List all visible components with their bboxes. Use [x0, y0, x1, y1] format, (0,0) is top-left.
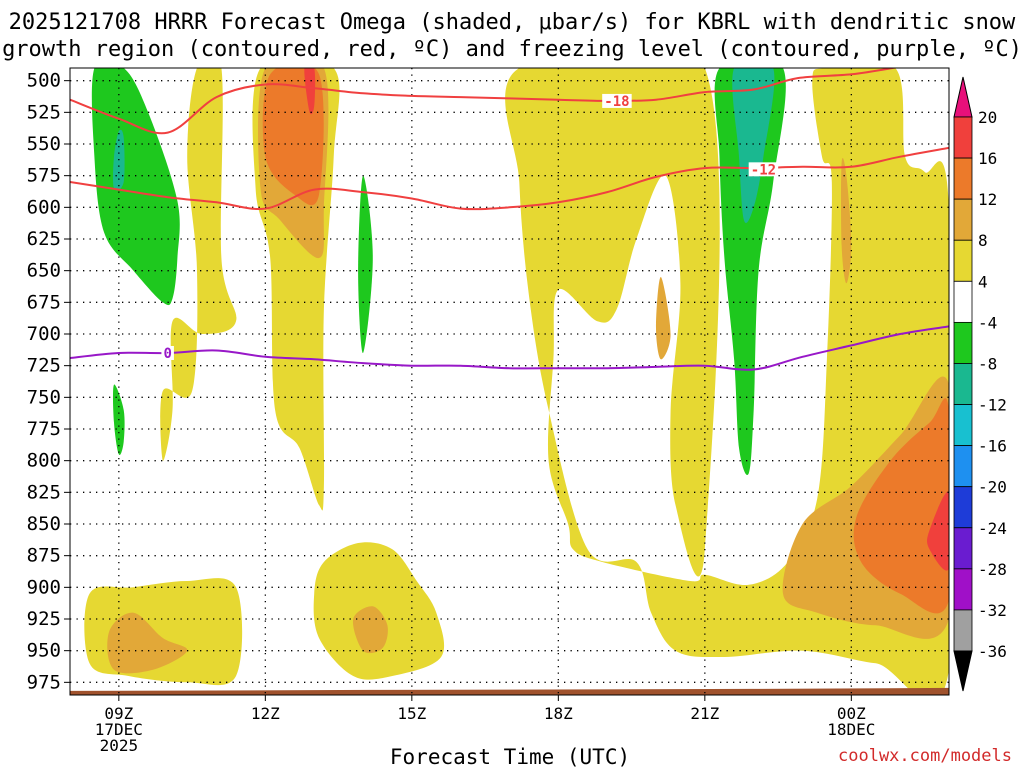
colorbar-tick--32: -32	[978, 601, 1007, 620]
colorbar-bin-8-12	[953, 198, 973, 241]
colorbar-bin--32--28	[953, 568, 973, 611]
y-tick-label-825: 825	[27, 481, 61, 503]
colorbar-tick--20: -20	[978, 478, 1007, 497]
colorbar-bin--28--24	[953, 527, 973, 570]
omega-region-pos8-7	[107, 612, 188, 674]
y-axis-ticks: 500 525 550 575 600 625 650 675 700 725 750 775 800 8…	[27, 70, 70, 693]
colorbar-bin-4-8	[953, 239, 973, 282]
y-tick-label-600: 600	[27, 196, 61, 218]
colorbar-tick-8: 8	[978, 231, 988, 250]
y-tick-label-575: 575	[27, 165, 61, 187]
contour-line-0	[70, 325, 949, 371]
omega-shading-layer	[84, 68, 949, 695]
contour-label-bg--18	[602, 93, 632, 108]
contour-line--12	[70, 146, 949, 211]
colorbar-bin--16--12	[953, 404, 973, 447]
colorbar-bin-12-16	[953, 157, 973, 200]
x-tick-label-09Z-2: 2025	[100, 736, 139, 755]
colorbar-tick--16: -16	[978, 437, 1007, 456]
colorbar-bin-16-20	[953, 116, 973, 159]
colorbar-bin--24--20	[953, 486, 973, 529]
colorbar-tick--36: -36	[978, 642, 1007, 661]
colorbar-tick--24: -24	[978, 519, 1007, 538]
y-tick-label-650: 650	[27, 260, 61, 282]
omega-region-pos8-9	[352, 606, 388, 654]
contour-label-bg-0	[161, 346, 174, 360]
omega-region-pos4-0	[160, 68, 237, 461]
x-tick-label-12Z-0: 12Z	[251, 704, 280, 723]
colorbar-tick-12: 12	[978, 190, 997, 209]
y-tick-label-500: 500	[27, 70, 61, 92]
omega-region-pos16-4	[304, 68, 316, 115]
x-tick-label-15Z-0: 15Z	[397, 704, 426, 723]
contour-label--18: -18	[604, 94, 629, 110]
grid-layer	[70, 68, 949, 695]
y-tick-label-725: 725	[27, 355, 61, 377]
y-tick-label-675: 675	[27, 291, 61, 313]
omega-region-neg4-15	[91, 68, 180, 306]
colorbar-bin--4-4	[953, 280, 973, 323]
colorbar-tick-20: 20	[978, 108, 997, 127]
chart-title-line-2: growth region (contoured, red, ºC) and f…	[2, 37, 1022, 62]
contour-label-bg--12	[748, 162, 779, 177]
x-tick-label-09Z-1: 17DEC	[95, 720, 143, 739]
colorbar: 20 16 12 8 4 -4 -8 -12 -16 -20 -24 -28 -32 -36	[953, 76, 1007, 692]
y-tick-label-625: 625	[27, 228, 61, 250]
colorbar-tick--28: -28	[978, 560, 1007, 579]
omega-region-neg4-17	[358, 175, 373, 354]
colorbar-bin--12--8	[953, 363, 973, 405]
contour-line--18	[70, 68, 899, 135]
y-tick-label-775: 775	[27, 418, 61, 440]
y-tick-label-975: 975	[27, 671, 61, 693]
y-tick-label-875: 875	[27, 545, 61, 567]
omega-region-pos4-6	[84, 578, 243, 686]
omega-region-pos12-11	[853, 398, 949, 614]
y-tick-label-925: 925	[27, 608, 61, 630]
x-tick-label-09Z-0: 09Z	[104, 704, 133, 723]
colorbar-tick--4: -4	[978, 313, 997, 332]
colorbar-bin--20--16	[953, 445, 973, 488]
colorbar-tick-16: 16	[978, 149, 997, 168]
y-tick-label-525: 525	[27, 101, 61, 123]
omega-region-pos8-14	[841, 158, 852, 284]
y-tick-label-700: 700	[27, 323, 61, 345]
contour-label-0: 0	[163, 346, 171, 362]
x-axis-label: Forecast Time (UTC)	[390, 745, 630, 768]
colorbar-bin--8--4	[953, 321, 973, 364]
credit-text[interactable]: coolwx.com/models	[838, 746, 1012, 766]
x-tick-label-21Z-0: 21Z	[690, 704, 719, 723]
contour-label--12: -12	[751, 162, 776, 178]
x-tick-label-18Z-0: 18Z	[544, 704, 573, 723]
x-tick-label-00Z-1: 18DEC	[827, 720, 875, 739]
colorbar-bottom-arrow	[953, 650, 973, 692]
omega-region-neg8-20	[732, 68, 775, 224]
colorbar-top-arrow	[953, 76, 973, 118]
colorbar-bin--36--32	[953, 609, 973, 652]
colorbar-tick--12: -12	[978, 396, 1007, 415]
contour-layer: -18 -12 0	[70, 68, 949, 371]
y-tick-label-800: 800	[27, 450, 61, 472]
x-tick-label-00Z-0: 00Z	[837, 704, 866, 723]
y-tick-label-950: 950	[27, 640, 61, 662]
chart-title-line-1: 2025121708 HRRR Forecast Omega (shaded, …	[9, 10, 1016, 35]
omega-region-pos16-12	[927, 491, 949, 571]
y-tick-label-550: 550	[27, 133, 61, 155]
omega-region-pos8-13	[656, 276, 671, 360]
y-tick-label-750: 750	[27, 386, 61, 408]
colorbar-tick-4: 4	[978, 272, 988, 291]
plot-frame	[69, 67, 950, 696]
terrain-layer	[70, 687, 949, 695]
terrain-strip	[70, 687, 949, 695]
y-tick-label-850: 850	[27, 513, 61, 535]
y-tick-label-900: 900	[27, 576, 61, 598]
colorbar-tick--8: -8	[978, 354, 997, 373]
